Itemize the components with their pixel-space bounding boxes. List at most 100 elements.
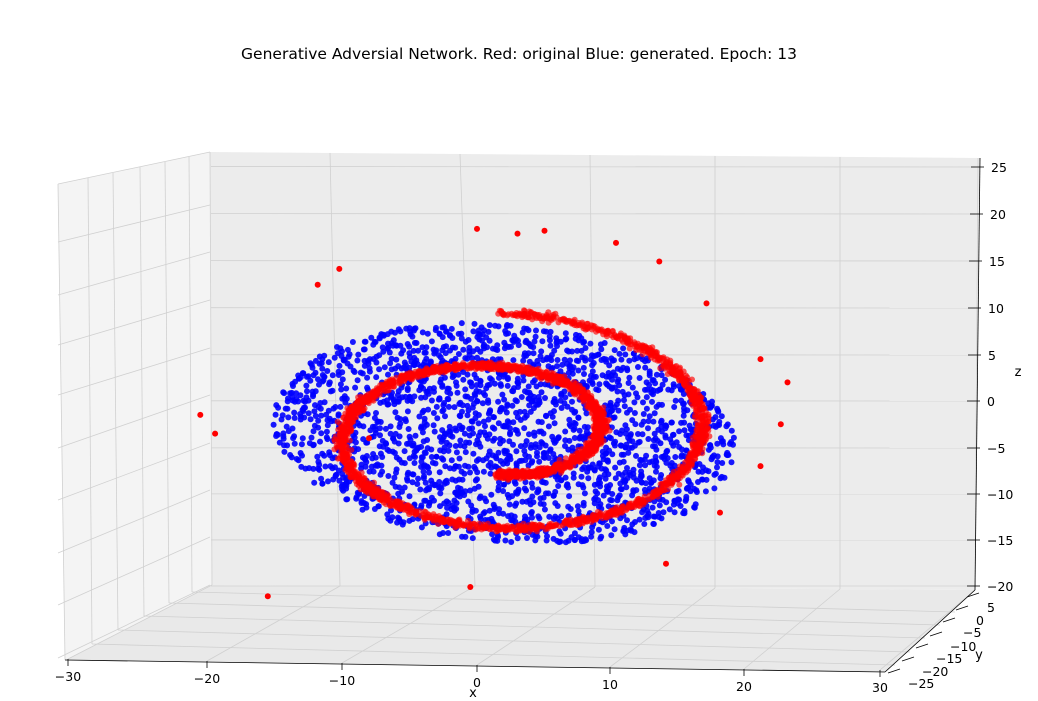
point-generated <box>299 435 306 442</box>
point-generated <box>434 415 441 422</box>
point-generated <box>557 530 564 537</box>
point-original <box>364 393 371 400</box>
point-original <box>608 510 615 517</box>
point-generated <box>646 413 653 420</box>
point-generated <box>513 398 520 405</box>
point-generated <box>485 416 492 423</box>
point-generated <box>422 450 429 456</box>
grid-line <box>168 602 941 626</box>
grid-line <box>57 251 211 296</box>
point-generated <box>445 530 452 536</box>
point-generated <box>406 493 413 500</box>
point-generated <box>629 492 636 499</box>
point-generated <box>514 490 521 497</box>
point-generated <box>419 429 426 436</box>
point-original <box>338 430 345 437</box>
point-generated <box>607 402 614 409</box>
point-generated <box>411 448 418 455</box>
point-generated <box>424 445 431 452</box>
point-original <box>530 522 537 529</box>
point-generated <box>545 455 552 461</box>
point-generated <box>728 439 735 445</box>
point-original <box>366 435 372 442</box>
point-generated <box>340 356 347 363</box>
point-generated <box>362 338 369 345</box>
point-generated <box>391 438 398 445</box>
point-generated <box>317 438 323 445</box>
point-generated <box>435 396 442 403</box>
point-generated <box>405 426 412 432</box>
point-generated <box>700 464 706 471</box>
point-generated <box>376 443 383 450</box>
point-original <box>777 421 784 428</box>
point-generated <box>571 530 578 537</box>
point-generated <box>550 535 557 542</box>
point-original <box>699 418 706 425</box>
point-generated <box>351 369 358 375</box>
point-generated <box>421 415 428 422</box>
grid-line <box>57 394 211 449</box>
point-generated <box>621 392 628 399</box>
point-original <box>699 413 705 420</box>
point-generated <box>495 484 502 490</box>
point-generated <box>528 459 535 466</box>
point-generated <box>578 335 585 342</box>
point-generated <box>495 398 502 405</box>
point-generated <box>468 379 475 386</box>
point-generated <box>403 365 409 372</box>
point-original <box>385 493 392 500</box>
point-generated <box>315 417 322 424</box>
point-generated <box>343 395 350 402</box>
point-generated <box>293 390 300 397</box>
point-generated <box>588 533 595 540</box>
point-generated <box>573 331 579 338</box>
point-generated <box>464 402 471 409</box>
point-generated <box>615 470 622 477</box>
point-generated <box>482 423 488 430</box>
point-generated <box>419 409 426 416</box>
point-generated <box>575 481 582 488</box>
point-generated <box>650 391 656 398</box>
point-original <box>535 370 542 377</box>
point-generated <box>481 327 488 334</box>
point-generated <box>567 362 573 369</box>
point-generated <box>650 418 657 425</box>
point-generated <box>583 410 590 417</box>
point-generated <box>335 412 342 419</box>
point-generated <box>599 519 606 526</box>
point-generated <box>272 411 279 418</box>
point-generated <box>570 474 577 481</box>
point-generated <box>554 338 561 344</box>
point-generated <box>555 435 561 442</box>
x-tick-label: 10 <box>602 677 618 692</box>
point-original <box>600 404 607 411</box>
point-generated <box>422 497 429 504</box>
point-generated <box>470 450 477 457</box>
point-generated <box>665 386 672 393</box>
point-generated <box>501 339 508 346</box>
point-original <box>446 520 453 527</box>
point-generated <box>511 513 518 520</box>
point-original <box>654 357 661 364</box>
y-tick-label: −25 <box>908 676 934 691</box>
point-generated <box>643 394 650 401</box>
point-generated <box>283 423 290 430</box>
point-generated <box>490 536 497 543</box>
point-original <box>656 258 663 265</box>
point-generated <box>464 371 471 378</box>
point-generated <box>426 469 433 476</box>
point-generated <box>376 366 383 373</box>
point-generated <box>398 459 405 466</box>
point-generated <box>656 386 663 393</box>
z-tick-label: −20 <box>987 579 1013 594</box>
point-generated <box>299 452 305 459</box>
point-original <box>373 393 379 400</box>
point-generated <box>452 443 459 449</box>
point-original <box>590 324 597 331</box>
point-generated <box>432 327 439 334</box>
point-generated <box>504 382 511 389</box>
point-generated <box>550 492 557 499</box>
point-generated <box>330 476 337 483</box>
point-generated <box>312 402 318 409</box>
point-generated <box>476 495 483 502</box>
